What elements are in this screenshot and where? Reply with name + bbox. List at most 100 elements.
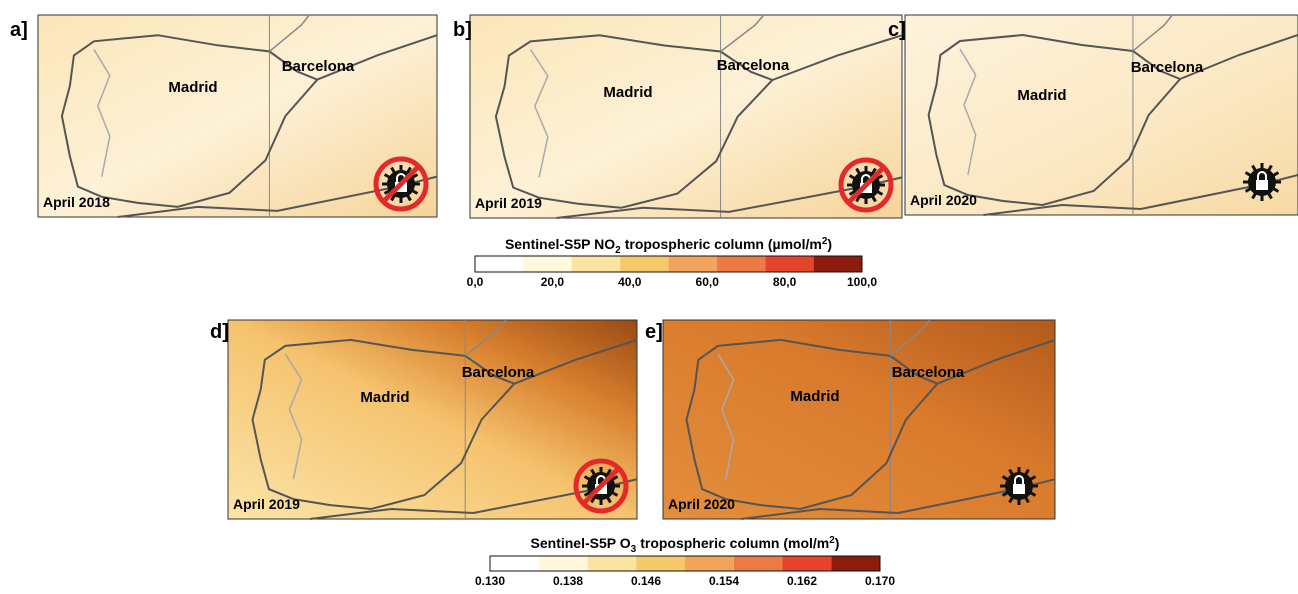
colorbar-swatch [765, 256, 814, 272]
colorbar-swatch [571, 256, 621, 272]
coastline [316, 34, 438, 81]
colorbar-title: Sentinel-S5P NO2 tropospheric column (µmo… [505, 236, 832, 256]
colorbar-frame [489, 555, 881, 572]
map-background [904, 14, 1298, 216]
map-background [37, 14, 438, 218]
ban-slash [582, 467, 620, 505]
colorbar-swatch [668, 256, 717, 272]
city-label: Barcelona [1131, 59, 1204, 76]
lock-shackle [1257, 171, 1267, 180]
colorbar-swatch [490, 556, 539, 571]
colorbar-title: Sentinel-S5P O3 tropospheric column (mol/… [531, 535, 840, 555]
lockdown-icon [1000, 467, 1038, 505]
border [268, 14, 310, 52]
panel-label: d] [210, 321, 229, 343]
colorbar-tick-label: 100,0 [847, 275, 877, 289]
title-part: ) [835, 535, 840, 551]
lockdown-icon [1243, 163, 1281, 201]
ban-slash [847, 166, 885, 204]
date-label: April 2020 [668, 496, 735, 512]
border [717, 353, 735, 480]
city-label: Barcelona [717, 57, 790, 74]
ban-ring [373, 156, 429, 212]
lock-body [1256, 180, 1268, 190]
date-label: April 2019 [233, 496, 300, 512]
colorbar-swatch [636, 556, 685, 571]
title-subscript: 2 [615, 245, 621, 256]
colorbar-swatch [685, 556, 734, 571]
city-label: Madrid [603, 84, 652, 101]
title-superscript: 2 [829, 535, 835, 546]
colorbar-tick-label: 0.138 [553, 574, 583, 588]
lockdown-icon [573, 458, 629, 514]
colorbar-swatch [523, 256, 572, 272]
colorbar-tick-label: 0.170 [865, 574, 895, 588]
city-label: Barcelona [892, 364, 965, 381]
ban-ring [838, 157, 894, 213]
city-label: Madrid [790, 388, 839, 405]
title-superscript: 2 [822, 236, 828, 247]
border [1132, 14, 1173, 52]
coastline [927, 33, 1182, 207]
colorbar-tick-label: 80,0 [773, 275, 797, 289]
border [720, 14, 765, 53]
coastline [513, 338, 638, 385]
panel-label: b] [453, 19, 472, 41]
title-part: Sentinel-S5P NO [505, 236, 615, 252]
colorbar-swatch [782, 556, 832, 571]
colorbar-tick-label: 40,0 [618, 275, 642, 289]
city-label: Madrid [1017, 87, 1066, 104]
city-label: Barcelona [282, 58, 355, 75]
border [529, 49, 549, 178]
coastline [494, 34, 775, 209]
border [284, 353, 303, 480]
coastline [685, 338, 940, 511]
colorbar-tick-label: 0,0 [467, 275, 484, 289]
colorbar-frame [474, 255, 863, 273]
date-label: April 2019 [475, 195, 542, 211]
colorbar-swatch [538, 556, 588, 571]
colorbar-tick-label: 0.130 [475, 574, 505, 588]
border [93, 48, 111, 177]
panel-label: c] [888, 19, 906, 41]
lock-shackle [1014, 475, 1024, 484]
city-label: Barcelona [462, 364, 535, 381]
coastline [60, 34, 319, 208]
border [889, 319, 931, 357]
colorbar-tick-label: 0.162 [787, 574, 817, 588]
colorbar-tick-label: 0.146 [631, 574, 661, 588]
coastline [251, 338, 517, 511]
city-label: Madrid [168, 79, 217, 96]
colorbar-tick-label: 20,0 [541, 275, 565, 289]
colorbar-swatch [813, 256, 862, 272]
colorbar-swatch [475, 256, 524, 272]
colorbar-swatch [620, 256, 669, 272]
border [959, 48, 977, 176]
colorbar-tick-label: 0.154 [709, 574, 739, 588]
ban-slash [382, 165, 420, 203]
coastline [937, 338, 1056, 385]
lock-body [1013, 484, 1025, 494]
map-background [469, 14, 903, 219]
city-label: Madrid [360, 389, 409, 406]
coastline [1179, 34, 1298, 80]
title-part: tropospheric column (µmol/m [625, 236, 822, 252]
date-label: April 2018 [43, 194, 110, 210]
colorbar-swatch [733, 556, 783, 571]
title-part: ) [827, 236, 832, 252]
panel-label: e] [645, 321, 663, 343]
title-subscript: 3 [631, 544, 637, 555]
lockdown-icon [838, 157, 894, 213]
title-part: Sentinel-S5P O [531, 535, 631, 551]
panel-label: a] [10, 19, 28, 41]
lockdown-icon [373, 156, 429, 212]
colorbar-swatch [587, 556, 637, 571]
colorbar-swatch [716, 256, 766, 272]
date-label: April 2020 [910, 192, 977, 208]
title-part: tropospheric column (mol/m [640, 535, 829, 551]
ban-ring [573, 458, 629, 514]
colorbar-swatch [831, 556, 880, 571]
coastline [772, 34, 903, 81]
